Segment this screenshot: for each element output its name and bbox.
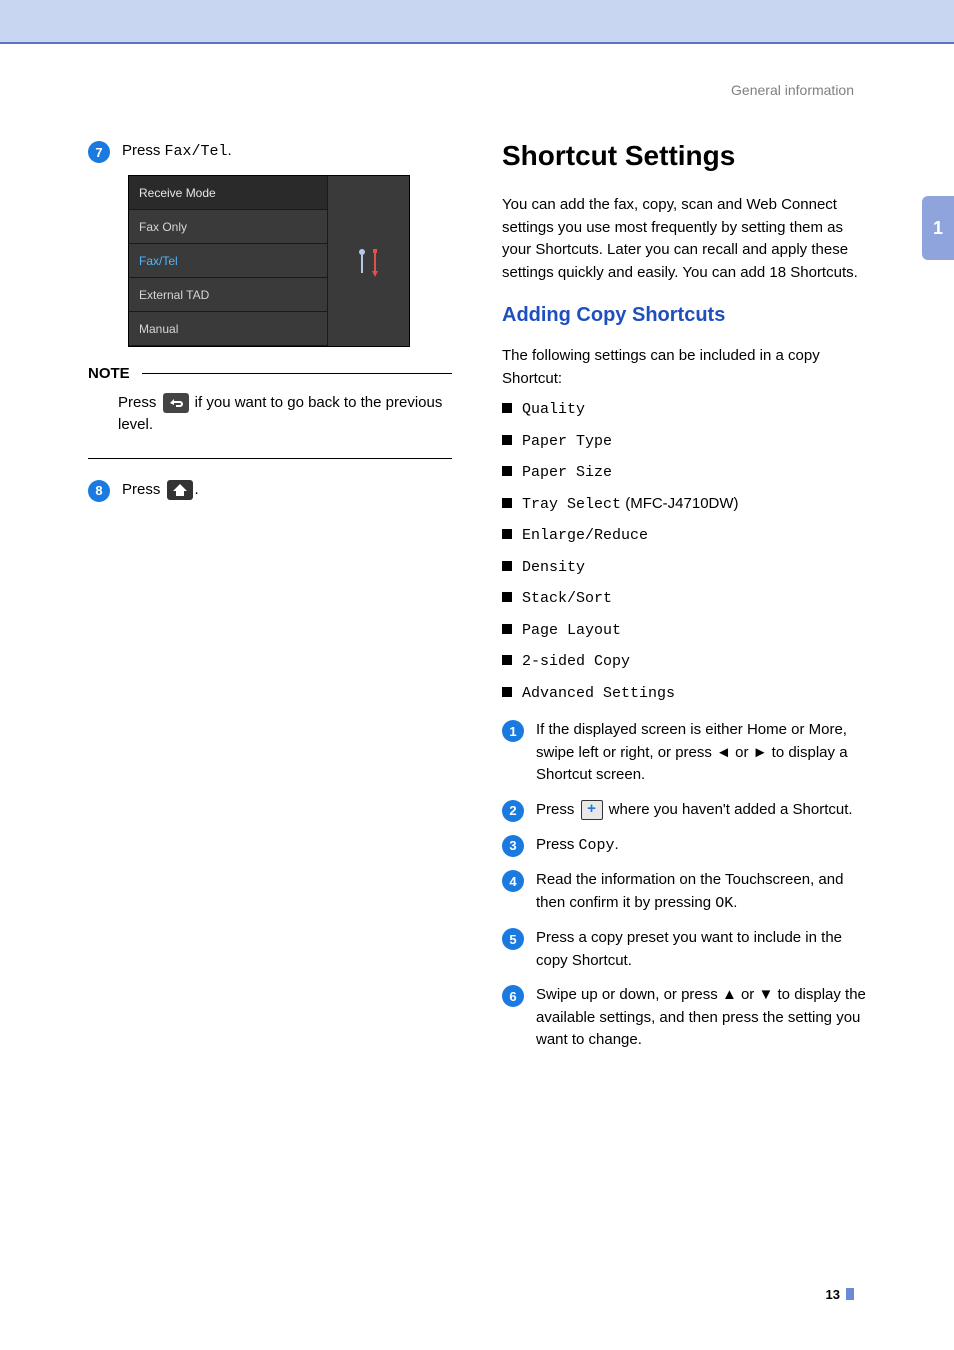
left-column: 7 Press Fax/Tel. Receive Mode Fax Only F…	[88, 140, 452, 1270]
home-icon	[167, 480, 193, 500]
text: Press	[536, 801, 579, 818]
subsection-title: Adding Copy Shortcuts	[502, 304, 866, 327]
screenshot-row: Fax Only	[129, 210, 327, 244]
screenshot-tools-icon	[327, 176, 409, 346]
screenshot-row-selected: Fax/Tel	[129, 244, 327, 278]
note-label: NOTE	[88, 365, 130, 382]
list-item: Density	[502, 556, 866, 580]
item-mono: Tray Select	[522, 496, 621, 513]
page-marker	[846, 1288, 854, 1300]
step-text: Press Fax/Tel.	[122, 140, 452, 163]
text: .	[615, 836, 619, 853]
step-7: 7 Press Fax/Tel.	[88, 140, 452, 163]
note-block: NOTE Press if you want to go back to the…	[88, 365, 452, 459]
text: or	[731, 744, 753, 761]
step-8: 8 Press .	[88, 479, 452, 502]
back-icon	[163, 393, 189, 413]
plus-icon: +	[581, 800, 603, 820]
text: where you haven't added a Shortcut.	[605, 801, 853, 818]
intro-text: You can add the fax, copy, scan and Web …	[502, 194, 866, 284]
step-6: 6 Swipe up or down, or press ▲ or ▼ to d…	[502, 984, 866, 1052]
step-badge: 5	[502, 928, 524, 950]
step-badge: 6	[502, 985, 524, 1007]
screenshot-row: Manual	[129, 312, 327, 346]
text: Read the information on the Touchscreen,…	[536, 871, 843, 911]
list-item: Enlarge/Reduce	[502, 524, 866, 548]
item-mono: Advanced Settings	[522, 685, 675, 702]
down-arrow-icon: ▼	[758, 986, 773, 1003]
step-5: 5 Press a copy preset you want to includ…	[502, 927, 866, 972]
item-mono: Stack/Sort	[522, 590, 612, 607]
list-item: Tray Select (MFC-J4710DW)	[502, 493, 866, 517]
text-mono: Copy	[579, 837, 615, 854]
item-mono: Density	[522, 559, 585, 576]
page-number: 13	[826, 1287, 854, 1302]
step-text: Press a copy preset you want to include …	[536, 927, 866, 972]
step-text: Press + where you haven't added a Shortc…	[536, 799, 866, 822]
text: Press	[536, 836, 579, 853]
step-text: Read the information on the Touchscreen,…	[536, 869, 866, 915]
text: Press	[122, 142, 165, 159]
step-text: Press .	[122, 479, 452, 501]
right-column: Shortcut Settings You can add the fax, c…	[502, 140, 866, 1270]
text: Press	[122, 481, 165, 498]
step-2: 2 Press + where you haven't added a Shor…	[502, 799, 866, 822]
chapter-tab: 1	[922, 196, 954, 260]
step-text: Swipe up or down, or press ▲ or ▼ to dis…	[536, 984, 866, 1052]
step-3: 3 Press Copy.	[502, 834, 866, 858]
list-item: Advanced Settings	[502, 682, 866, 706]
item-mono: Enlarge/Reduce	[522, 527, 648, 544]
text: Swipe up or down, or press	[536, 986, 722, 1003]
step-badge: 8	[88, 480, 110, 502]
note-body: Press if you want to go back to the prev…	[118, 392, 452, 436]
item-extra: (MFC-J4710DW)	[621, 495, 739, 512]
running-head: General information	[731, 82, 854, 98]
list-item: Stack/Sort	[502, 587, 866, 611]
text: Press	[118, 394, 161, 411]
lead-text: The following settings can be included i…	[502, 345, 866, 390]
list-item: 2-sided Copy	[502, 650, 866, 674]
header-bar	[0, 0, 954, 44]
settings-list: Quality Paper Type Paper Size Tray Selec…	[502, 398, 866, 705]
item-mono: 2-sided Copy	[522, 653, 630, 670]
screenshot-menu: Receive Mode Fax Only Fax/Tel External T…	[129, 176, 327, 346]
screenshot-row: External TAD	[129, 278, 327, 312]
section-title: Shortcut Settings	[502, 140, 866, 172]
item-mono: Quality	[522, 401, 585, 418]
step-1: 1 If the displayed screen is either Home…	[502, 719, 866, 787]
text: .	[733, 894, 737, 911]
list-item: Quality	[502, 398, 866, 422]
item-mono: Paper Size	[522, 464, 612, 481]
device-screenshot: Receive Mode Fax Only Fax/Tel External T…	[128, 175, 410, 347]
list-item: Paper Type	[502, 430, 866, 454]
page-body: 7 Press Fax/Tel. Receive Mode Fax Only F…	[88, 140, 866, 1270]
text: .	[195, 481, 199, 498]
list-item: Page Layout	[502, 619, 866, 643]
text: or	[737, 986, 759, 1003]
right-arrow-icon: ►	[753, 744, 768, 761]
step-badge: 7	[88, 141, 110, 163]
up-arrow-icon: ▲	[722, 986, 737, 1003]
left-arrow-icon: ◄	[716, 744, 731, 761]
text-mono: Fax/Tel	[165, 143, 228, 160]
step-badge: 2	[502, 800, 524, 822]
step-badge: 3	[502, 835, 524, 857]
step-badge: 1	[502, 720, 524, 742]
text: .	[228, 142, 232, 159]
note-heading: NOTE	[88, 365, 452, 382]
page-number-text: 13	[826, 1287, 840, 1302]
rule	[88, 458, 452, 459]
step-badge: 4	[502, 870, 524, 892]
text-mono: OK	[715, 895, 733, 912]
step-text: Press Copy.	[536, 834, 866, 858]
screenshot-header: Receive Mode	[129, 176, 327, 210]
item-mono: Paper Type	[522, 433, 612, 450]
list-item: Paper Size	[502, 461, 866, 485]
rule	[142, 373, 452, 374]
step-text: If the displayed screen is either Home o…	[536, 719, 866, 787]
step-4: 4 Read the information on the Touchscree…	[502, 869, 866, 915]
item-mono: Page Layout	[522, 622, 621, 639]
